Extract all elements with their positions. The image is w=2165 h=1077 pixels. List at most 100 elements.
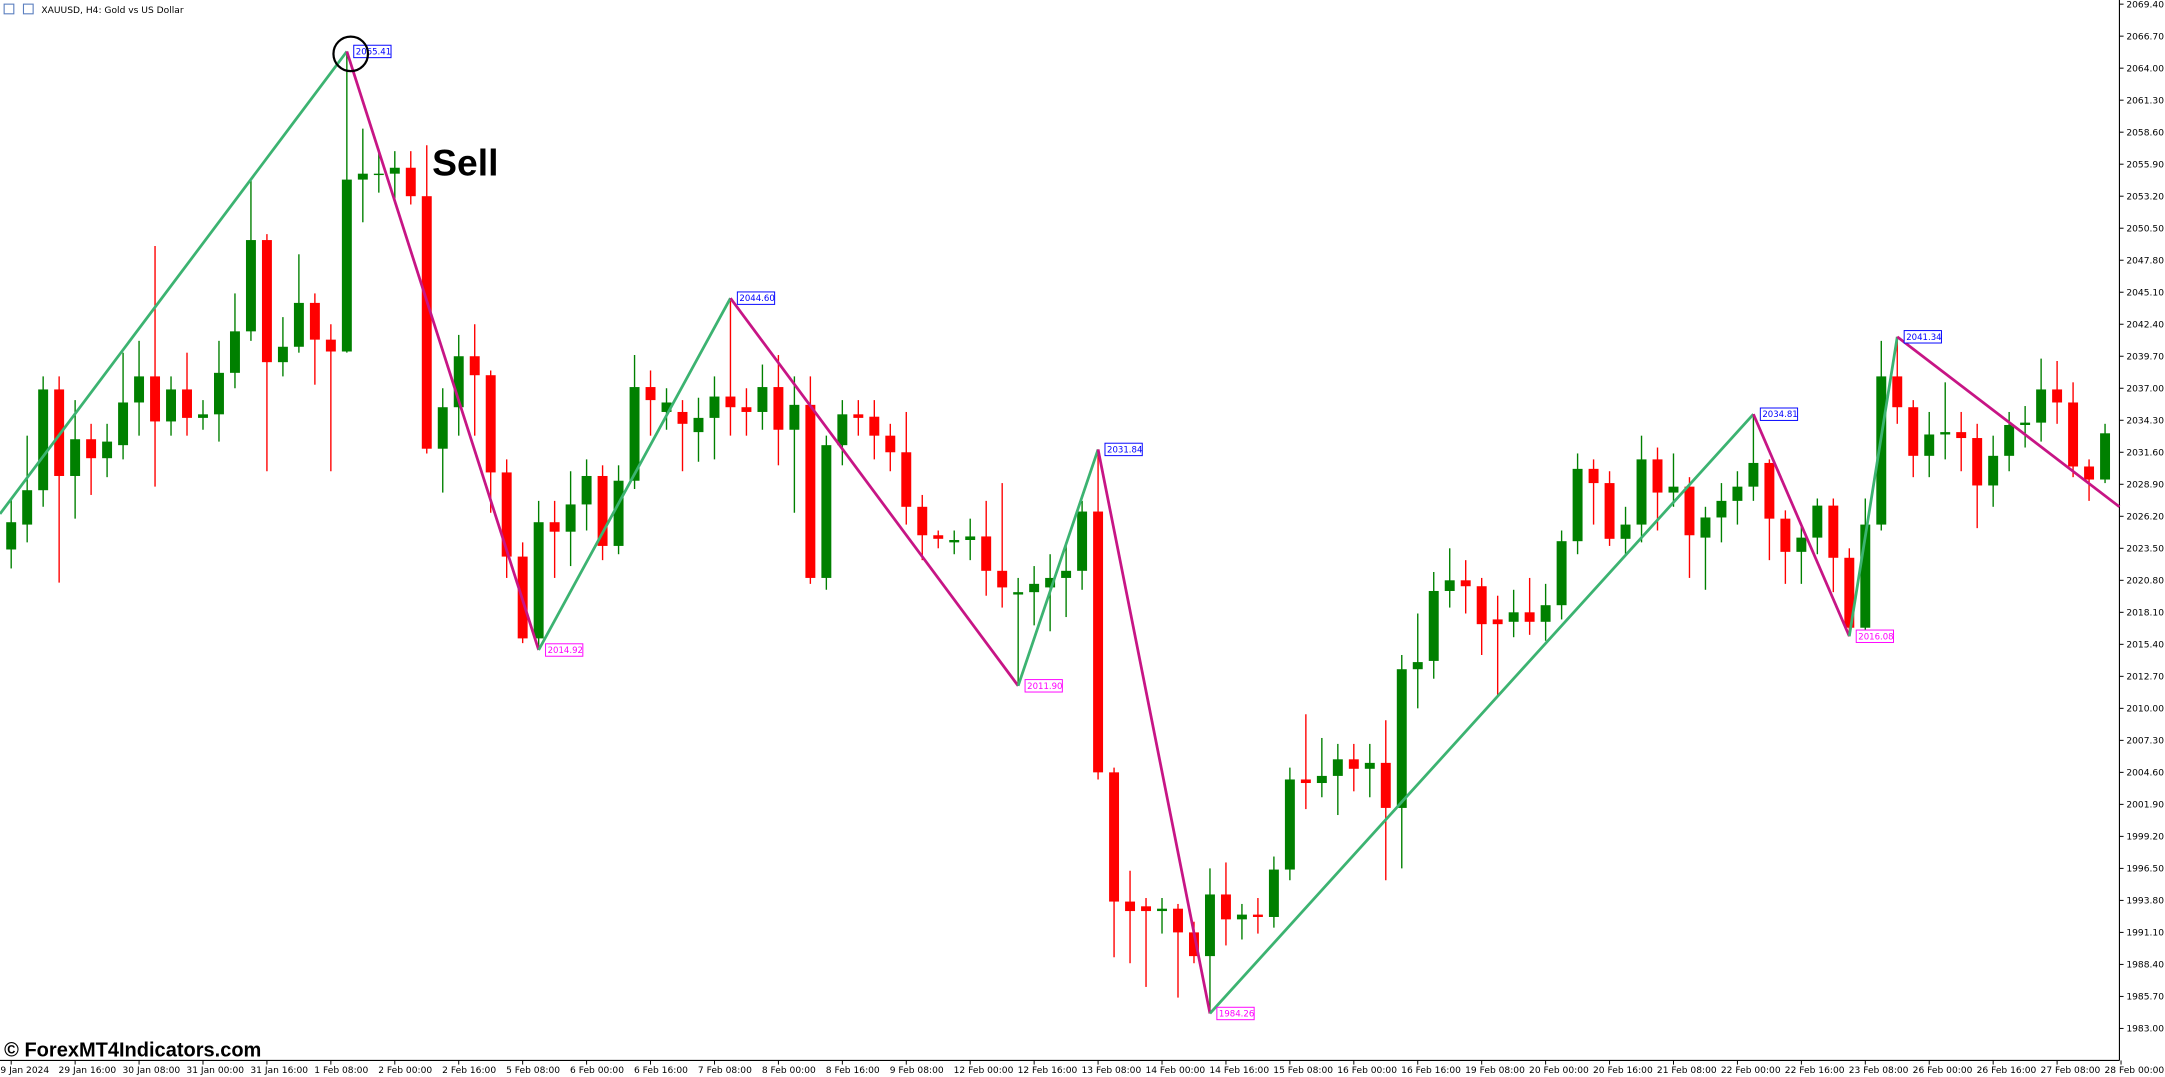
candle-body [1268, 869, 1279, 917]
candle-body [1109, 772, 1120, 902]
candle-body [1876, 376, 1887, 525]
pivot-label: 2016.08 [1858, 632, 1893, 642]
candle-body [309, 302, 320, 340]
x-tick-label: 20 Feb 00:00 [1529, 1066, 1589, 1076]
y-tick-label: 2066.70 [2126, 32, 2164, 42]
candle-body [725, 396, 736, 408]
candle-body [1956, 432, 1967, 439]
candle-body [293, 302, 304, 347]
candle-body [1492, 619, 1503, 625]
candle-body [1396, 669, 1407, 808]
candle-body [533, 522, 544, 639]
zigzag-segment [729, 297, 1020, 687]
candle-body [1220, 894, 1231, 920]
y-tick-label: 2061.30 [2126, 96, 2164, 106]
candle-body [38, 389, 49, 491]
pivot-label: 1984.26 [1219, 1010, 1254, 1020]
candle-body [1540, 605, 1551, 622]
candle-body [1316, 775, 1327, 784]
candle-body [805, 404, 816, 578]
candle-body [6, 522, 17, 550]
candle-body [1300, 779, 1311, 784]
candle-body [373, 173, 384, 176]
candle-body [1620, 524, 1631, 539]
candle-body [645, 387, 656, 401]
x-tick-label: 14 Feb 00:00 [1145, 1066, 1205, 1076]
candle-body [997, 570, 1008, 588]
candle-body [2004, 425, 2015, 456]
x-tick-label: 27 Feb 08:00 [2041, 1066, 2101, 1076]
candle-body [853, 414, 864, 418]
y-tick-label: 1996.50 [2126, 865, 2164, 875]
x-tick-label: 14 Feb 16:00 [1209, 1066, 1269, 1076]
pivot-label: 2065.41 [356, 47, 391, 57]
candle-body [1508, 612, 1519, 622]
zigzag: 2065.41 2014.92 2044.60 2011.90 2031.84 1984.… [0, 44, 2121, 1021]
candle-body [1252, 914, 1263, 917]
candle-body [2100, 433, 2111, 480]
candle-body [54, 389, 65, 476]
x-tick-label: 9 Feb 08:00 [890, 1066, 944, 1076]
y-tick-label: 2058.60 [2126, 128, 2164, 138]
pivot-label-box [1024, 679, 1063, 693]
candle-body [757, 387, 768, 412]
zigzag-segment [1752, 413, 1851, 637]
candle-body [869, 416, 880, 436]
candle-body [1444, 580, 1455, 591]
zigzag-segment [537, 297, 732, 651]
x-tick-label: 22 Feb 16:00 [1785, 1066, 1845, 1076]
y-tick-label: 2020.80 [2126, 576, 2164, 586]
candle-body [1732, 486, 1743, 501]
pivot-label: 2041.34 [1906, 333, 1941, 343]
x-tick-label: 8 Feb 00:00 [762, 1066, 816, 1076]
candle-body [1572, 468, 1583, 542]
candle-body [1476, 586, 1487, 625]
y-tick-label: 2031.60 [2126, 448, 2164, 458]
x-tick-label: 22 Feb 00:00 [1721, 1066, 1781, 1076]
candle-body [150, 376, 161, 422]
x-tick-label: 8 Feb 16:00 [826, 1066, 880, 1076]
y-tick-label: 2050.50 [2126, 224, 2164, 234]
x-tick-label: 2 Feb 00:00 [378, 1066, 432, 1076]
candle-body [917, 506, 928, 536]
candle-body [949, 539, 960, 543]
candle-body [182, 389, 192, 418]
candle-body [1428, 590, 1439, 661]
candle-body [565, 504, 576, 532]
candle-body [1668, 486, 1679, 493]
candle-body [837, 414, 848, 446]
candle-body [789, 404, 800, 430]
candle-body [325, 339, 336, 352]
candle-body [2020, 422, 2031, 426]
candle-body [1061, 570, 1072, 578]
candle-body [1029, 583, 1040, 593]
candle-body [549, 522, 560, 532]
candle-body [277, 346, 288, 363]
candle-body [1796, 537, 1807, 552]
pivot-label-box [736, 291, 776, 305]
icon [3, 3, 15, 15]
candle-body [1972, 438, 1983, 486]
candle-body [1189, 932, 1199, 957]
candle-body [741, 407, 752, 412]
x-tick-label: 19 Feb 08:00 [1465, 1066, 1525, 1076]
candle-body [1125, 901, 1136, 912]
candle-body [1093, 511, 1104, 773]
candle-body [1604, 483, 1615, 539]
candle-body [1716, 500, 1727, 518]
candle-body [1236, 914, 1247, 920]
candle-body [102, 441, 113, 459]
candle-body [501, 472, 512, 557]
candle-body [421, 196, 432, 449]
candle-body [709, 396, 720, 418]
candle-body [134, 376, 145, 403]
y-tick-label: 1985.70 [2126, 993, 2164, 1003]
candle-body [118, 402, 129, 446]
candle-body [198, 414, 208, 418]
highlight-circle [332, 35, 370, 73]
candle-body [1652, 459, 1663, 493]
candle-body [613, 480, 624, 546]
zigzag-segment [1847, 336, 1899, 637]
x-tick-label: 7 Feb 08:00 [698, 1066, 752, 1076]
y-tick-label: 2055.90 [2126, 160, 2164, 170]
